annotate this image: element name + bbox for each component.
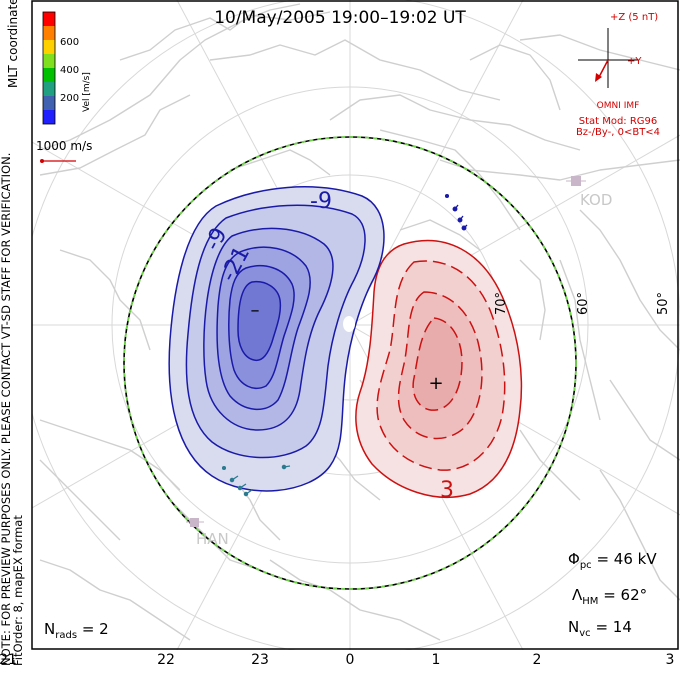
nvc-subscript: vc	[579, 628, 591, 639]
positive-potential-cell	[355, 239, 523, 498]
coastlines	[39, 3, 680, 641]
station-label-han: HAN	[196, 530, 229, 548]
lat-label-50: 50°	[656, 291, 672, 316]
lambda-value: = 62°	[603, 586, 648, 604]
phi-subscript: pc	[579, 560, 592, 571]
mlt-label-2: 2	[532, 652, 542, 668]
positive-contour	[412, 317, 463, 411]
maximum-marker: +	[428, 373, 443, 394]
contour-label-minus9-top: -9	[310, 189, 332, 214]
stat-model: Stat Mod: RG96	[578, 116, 658, 127]
imf-info: OMNI IMF Stat Mod: RG96 Bz-/By-, 0<BT<4	[572, 101, 664, 138]
nrads-symbol: N	[44, 620, 56, 638]
nvc-value: = 14	[595, 618, 632, 636]
phi-symbol: Φ	[568, 550, 580, 568]
plot-frame	[31, 0, 679, 650]
fit-order-line: FitOrder: 8, mapEX format	[11, 515, 25, 666]
colorbar-label: Vel [m/s]	[82, 72, 92, 112]
mlt-label-0: 0	[345, 652, 355, 668]
mlt-label-23: 23	[251, 652, 269, 668]
lat-label-60: 60°	[576, 291, 592, 316]
lambda-subscript: HM	[582, 596, 599, 607]
mlt-label-21: 21	[0, 652, 17, 668]
mlt-label-1: 1	[431, 652, 441, 668]
cross-polar-cap-potential: Φpc = 46 kV	[568, 550, 657, 571]
imf-condition: Bz-/By-, 0<BT<4	[575, 127, 661, 138]
preview-note: NOTE: FOR PREVIEW PURPOSES ONLY. PLEASE …	[0, 153, 25, 666]
station-label-kod: KOD	[580, 191, 613, 209]
phi-value: = 46 kV	[596, 550, 657, 568]
hm-boundary-latitude: ΛHM = 62°	[572, 586, 647, 607]
map-title: 10/May/2005 19:00–19:02 UT	[214, 8, 466, 28]
colorbar-tick-400: 400	[60, 65, 80, 76]
imf-z-axis-label: +Z (5 nT)	[610, 12, 659, 23]
imf-source: OMNI IMF	[596, 101, 640, 111]
vector-scale-label: 1000 m/s	[36, 139, 93, 153]
lat-label-70: 70°	[494, 291, 510, 316]
kod-station-marker	[566, 176, 586, 186]
nrads-subscript: rads	[55, 630, 78, 641]
coordinates-label: MLT coordinates	[6, 0, 20, 88]
lambda-symbol: Λ	[572, 586, 583, 604]
colorbar-tick-600: 600	[60, 37, 80, 48]
pole-gap	[343, 316, 355, 332]
velocity-vectors	[221, 193, 468, 497]
negative-potential-cell	[168, 186, 385, 492]
imf-y-axis-label: +Y	[627, 56, 642, 67]
mlt-label-3: 3	[665, 652, 675, 668]
scale-vector	[40, 159, 76, 163]
imf-dial	[578, 28, 638, 88]
radar-count: Nrads = 2	[44, 620, 109, 641]
nrads-value: = 2	[81, 620, 109, 638]
nvc-symbol: N	[568, 618, 580, 636]
vector-count: Nvc = 14	[568, 618, 632, 639]
colorbar-tick-200: 200	[60, 93, 80, 104]
contour-label-3: 3	[440, 478, 454, 503]
minimum-marker: –	[251, 300, 260, 321]
hm-boundary-green	[123, 136, 577, 590]
velocity-colorbar	[42, 11, 56, 125]
mlt-label-22: 22	[157, 652, 175, 668]
han-station-marker	[186, 518, 204, 527]
negative-contour	[237, 280, 282, 362]
